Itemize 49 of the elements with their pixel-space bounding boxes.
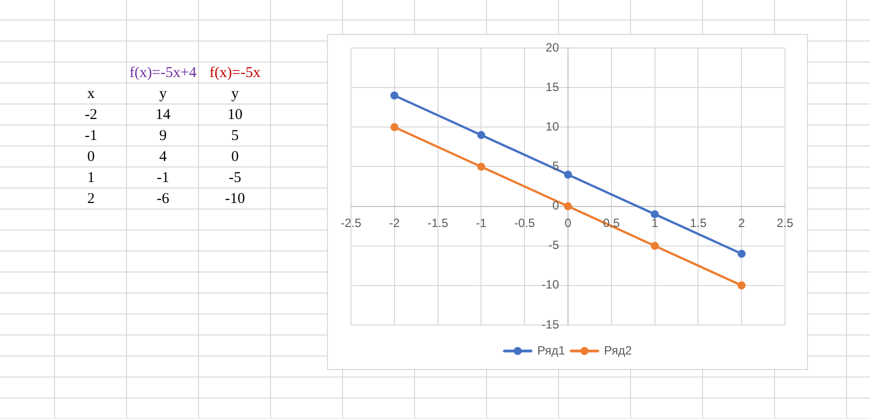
x-tick-label: 2.5 [776, 216, 794, 230]
x-tick-label: -0.5 [514, 216, 536, 230]
point [477, 162, 486, 171]
text: y [158, 85, 168, 104]
point [650, 242, 659, 250]
y-tick-label: -5 [548, 238, 560, 252]
legend-label: Ряд1 [537, 343, 566, 358]
point [477, 131, 486, 140]
text: f(x)=-5x [208, 64, 262, 83]
text: 1 [86, 169, 96, 188]
text: 5 [230, 127, 240, 146]
point [390, 123, 398, 132]
y-tick-label: 10 [546, 119, 560, 134]
point [564, 202, 572, 210]
text: -1 [84, 127, 98, 146]
text: -1 [156, 169, 170, 188]
y-tick-label: -15 [542, 317, 560, 332]
x-tick-label: -1 [476, 216, 487, 230]
text: x [86, 85, 96, 104]
text: -5 [228, 169, 242, 188]
text: -6 [156, 190, 170, 209]
y-tick-label: 0 [552, 198, 560, 213]
text: 10 [226, 106, 244, 125]
y-tick-label: 20 [546, 40, 560, 54]
x-tick-label: 0 [564, 216, 572, 230]
legend-label: Ряд2 [604, 343, 632, 358]
point [564, 170, 572, 179]
point [650, 210, 659, 218]
point [738, 281, 746, 290]
y-tick-label: 15 [546, 80, 560, 94]
point [738, 250, 746, 258]
x-tick-label: -2.5 [340, 216, 362, 230]
text: y [230, 85, 240, 104]
text: 14 [154, 106, 172, 125]
text: 2 [86, 190, 96, 209]
x-tick-label: -2 [389, 216, 400, 230]
x-tick-label: 2 [738, 216, 746, 230]
point [390, 91, 398, 100]
x-tick-label: 1 [651, 216, 658, 230]
text: 0 [86, 148, 96, 167]
text: f(x)=-5x+4 [128, 64, 198, 83]
text: -2 [84, 106, 98, 125]
text: 0 [230, 148, 240, 167]
x-tick-label: -1.5 [427, 216, 448, 230]
x-tick-label: 1.5 [690, 216, 707, 230]
text: 9 [158, 127, 168, 146]
text: 4 [158, 148, 168, 167]
y-tick-label: -10 [542, 278, 560, 292]
text: -10 [224, 190, 246, 209]
